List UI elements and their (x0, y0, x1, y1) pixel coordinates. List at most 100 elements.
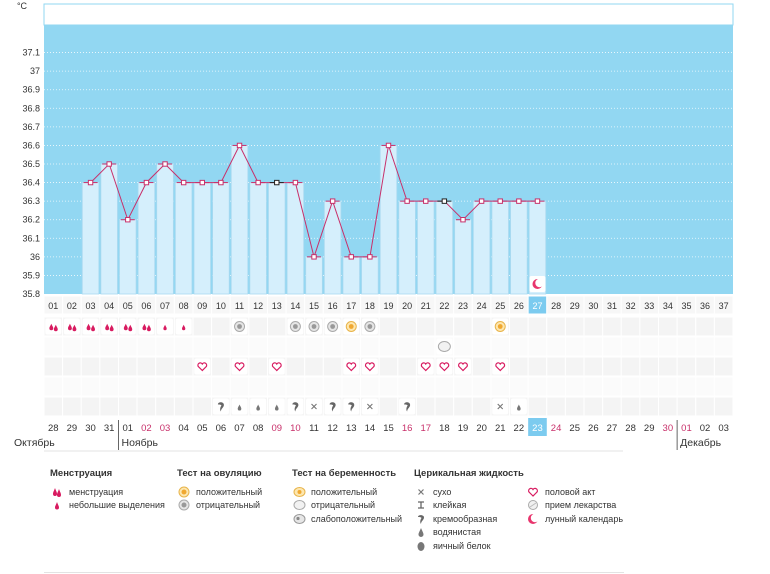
cycle-day-label: 04 (104, 301, 114, 311)
marker-cell (639, 376, 660, 397)
legend-pregnancy: Тест на беременность положительный отриц… (292, 468, 402, 526)
temp-point (460, 217, 466, 223)
marker-cell (546, 396, 566, 417)
legend-item-label: кремообразная (433, 513, 498, 524)
marker-cell (248, 336, 268, 357)
heart-icon (234, 362, 245, 372)
y-tick-label: 36.4 (22, 178, 40, 188)
marker-cell (583, 316, 604, 337)
cycle-day-label: 23 (458, 301, 468, 311)
marker-cell (453, 396, 473, 417)
marker-cell (173, 336, 194, 357)
marker-cell (564, 356, 585, 377)
marker-cell (527, 316, 548, 337)
calendar-date: 15 (383, 423, 394, 434)
calendar-date: 31 (104, 423, 115, 434)
cycle-day-label: 15 (309, 301, 319, 311)
marker-cell (453, 316, 473, 337)
cycle-day-label: 36 (700, 301, 710, 311)
marker-cell (546, 316, 566, 337)
pregnancy-weak-icon (292, 513, 306, 525)
y-tick-label: 37 (30, 66, 40, 76)
marker-cell (490, 336, 511, 357)
marker-cell (266, 376, 287, 397)
temp-point (367, 254, 373, 260)
temp-point (180, 179, 187, 186)
marker-cell (676, 316, 697, 337)
marker-cell (602, 356, 622, 377)
calendar-date: 09 (271, 423, 282, 434)
y-tick-label: 35.9 (22, 270, 40, 280)
marker-cell (62, 356, 82, 377)
legend-item: менструация (50, 485, 165, 499)
marker-cell (304, 356, 324, 377)
marker-cell (564, 396, 585, 417)
today-cell (528, 418, 547, 436)
marker-cell (173, 356, 194, 377)
marker-cell (229, 376, 250, 397)
marker-cell (415, 336, 436, 357)
marker-cell (639, 356, 660, 377)
cycle-day-label: 24 (477, 301, 487, 311)
cycle-day-label: 27 (532, 301, 542, 311)
marker-cell (397, 356, 417, 377)
temp-point (274, 179, 280, 186)
menstruation-drop-icon (128, 324, 133, 332)
cycle-day-label: 25 (495, 301, 505, 311)
legend-item-label: положительный (311, 486, 378, 497)
legend-cervical-title: Церикальная жидкость (414, 468, 524, 479)
marker-cell (546, 376, 566, 397)
marker-cell (117, 376, 138, 397)
marker-cell (117, 336, 138, 357)
cycle-day-label: 37 (719, 301, 729, 311)
calendar-date: 30 (85, 423, 96, 434)
marker-cell (211, 336, 231, 357)
marker-bg (45, 318, 62, 335)
bbt-chart: °C 37.1 37 36.9 36.8 36.7 36.6 36.5 36.4 36.3 36.2… (14, 1, 734, 452)
temp-point (311, 254, 317, 260)
marker-cell (360, 336, 380, 357)
legend-item: положительный (292, 485, 402, 499)
marker-cell (564, 376, 585, 397)
marker-bg (417, 358, 434, 375)
marker-cell (173, 396, 194, 417)
menstruation-drop-icon (67, 323, 72, 331)
calendar-date: 27 (607, 423, 618, 434)
marker-cell (658, 356, 678, 377)
watery-drop-icon (274, 404, 279, 411)
marker-cell (341, 336, 362, 357)
temp-bar (100, 163, 118, 295)
legend-item-label: слабоположительный (311, 513, 403, 524)
legend-ovulation: Тест на овуляцию положительный отрицател… (177, 468, 262, 512)
temp-point (534, 198, 541, 204)
temp-bar (398, 200, 416, 295)
menstruation-drop-icon (72, 324, 77, 332)
legend-menstruation: Менструация менструация небольшие выделе… (50, 468, 165, 512)
marker-cell (62, 376, 82, 397)
temp-bar (268, 182, 286, 295)
marker-cell (713, 316, 734, 337)
marker-cell (676, 356, 697, 377)
temp-bar (286, 182, 305, 295)
calendar-date: 16 (402, 423, 413, 434)
temp-bar (174, 182, 193, 295)
watery-drop-icon (237, 404, 242, 411)
calendar-date: 03 (160, 423, 171, 434)
legend-item: прием лекарства (526, 499, 623, 513)
calendar-date: 03 (718, 423, 729, 434)
creamy-icon (348, 402, 355, 412)
cycle-day-label: 05 (123, 301, 133, 311)
cycle-day-label: 02 (67, 301, 77, 311)
marker-cell (43, 336, 64, 357)
temp-bar (435, 200, 454, 295)
heart-icon (458, 362, 468, 372)
marker-cell (136, 336, 157, 357)
marker-cell (434, 376, 455, 397)
cycle-day-label: 20 (402, 301, 412, 311)
marker-bg (63, 318, 80, 335)
marker-cell (620, 356, 641, 377)
marker-cell (322, 376, 343, 397)
legend-item: кремообразная (414, 512, 524, 526)
small-drop-icon (182, 324, 186, 331)
month-label: Октябрь (14, 437, 55, 449)
